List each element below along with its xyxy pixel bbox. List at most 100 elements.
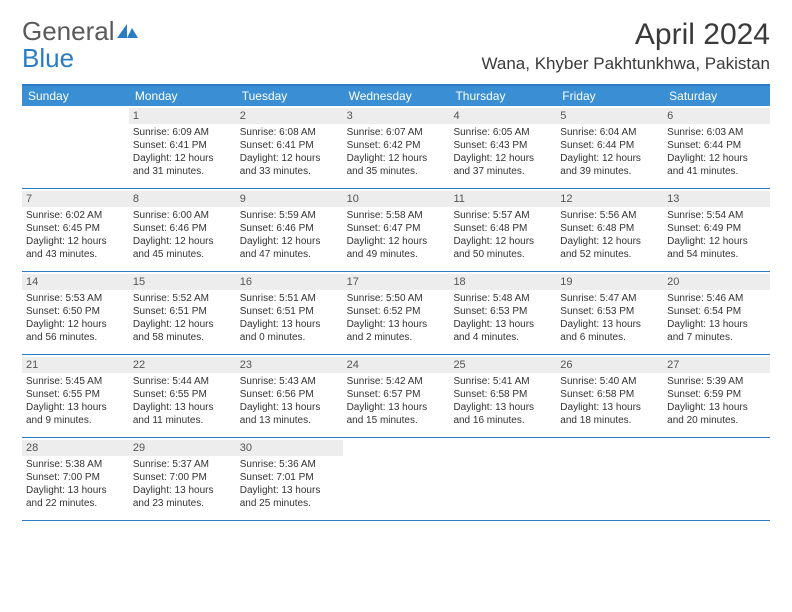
location-text: Wana, Khyber Pakhtunkhwa, Pakistan <box>481 54 770 74</box>
day-details: Sunrise: 5:46 AM Sunset: 6:54 PM Dayligh… <box>667 292 766 344</box>
logo-triangle-icon <box>117 18 139 36</box>
day-cell: 12Sunrise: 5:56 AM Sunset: 6:48 PM Dayli… <box>556 189 663 271</box>
day-cell: 10 Sunrise: 5:58 AM Sunset: 6:47 PM Dayli… <box>343 189 450 271</box>
day-number: 10 <box>343 191 450 207</box>
day-cell: 30 Sunrise: 5:36 AM Sunset: 7:01 PM Dayli… <box>236 438 343 520</box>
day-cell-empty <box>449 438 556 520</box>
week-row: 21 Sunrise: 5:45 AM Sunset: 6:55 PM Dayli… <box>22 355 770 438</box>
day-number: 25 <box>449 357 556 373</box>
day-details: Sunrise: 5:48 AM Sunset: 6:53 PM Dayligh… <box>453 292 552 344</box>
day-number: 8 <box>129 191 236 207</box>
day-cell: 11Sunrise: 5:57 AM Sunset: 6:48 PM Dayli… <box>449 189 556 271</box>
day-details: Sunrise: 6:02 AM Sunset: 6:45 PM Dayligh… <box>26 209 125 261</box>
day-number: 6 <box>663 108 770 124</box>
weekday-header: Wednesday <box>343 86 450 106</box>
day-details: Sunrise: 5:47 AM Sunset: 6:53 PM Dayligh… <box>560 292 659 344</box>
day-details: Sunrise: 6:07 AM Sunset: 6:42 PM Dayligh… <box>347 126 446 178</box>
weekday-header: Tuesday <box>236 86 343 106</box>
day-cell: 9 Sunrise: 5:59 AM Sunset: 6:46 PM Daylig… <box>236 189 343 271</box>
day-number: 16 <box>236 274 343 290</box>
header: GeneralBlue April 2024 Wana, Khyber Pakh… <box>22 18 770 74</box>
logo: GeneralBlue <box>22 18 139 73</box>
day-number: 3 <box>343 108 450 124</box>
logo-text-2: Blue <box>22 43 74 73</box>
day-number: 28 <box>22 440 129 456</box>
weekday-header: Sunday <box>22 86 129 106</box>
day-number: 30 <box>236 440 343 456</box>
day-details: Sunrise: 5:37 AM Sunset: 7:00 PM Dayligh… <box>133 458 232 510</box>
header-right: April 2024 Wana, Khyber Pakhtunkhwa, Pak… <box>481 18 770 74</box>
day-cell: 18 Sunrise: 5:48 AM Sunset: 6:53 PM Dayli… <box>449 272 556 354</box>
day-number: 26 <box>556 357 663 373</box>
day-cell: 16 Sunrise: 5:51 AM Sunset: 6:51 PM Dayli… <box>236 272 343 354</box>
day-number: 14 <box>22 274 129 290</box>
day-details: Sunrise: 6:08 AM Sunset: 6:41 PM Dayligh… <box>240 126 339 178</box>
week-row: 28 Sunrise: 5:38 AM Sunset: 7:00 PM Dayli… <box>22 438 770 521</box>
day-number: 11 <box>449 191 556 207</box>
day-details: Sunrise: 5:39 AM Sunset: 6:59 PM Dayligh… <box>667 375 766 427</box>
day-details: Sunrise: 5:38 AM Sunset: 7:00 PM Dayligh… <box>26 458 125 510</box>
day-details: Sunrise: 5:36 AM Sunset: 7:01 PM Dayligh… <box>240 458 339 510</box>
day-details: Sunrise: 5:45 AM Sunset: 6:55 PM Dayligh… <box>26 375 125 427</box>
calendar-grid: SundayMondayTuesdayWednesdayThursdayFrid… <box>22 84 770 521</box>
day-cell: 4Sunrise: 6:05 AM Sunset: 6:43 PM Daylig… <box>449 106 556 188</box>
day-number: 20 <box>663 274 770 290</box>
day-cell: 3 Sunrise: 6:07 AM Sunset: 6:42 PM Daylig… <box>343 106 450 188</box>
day-details: Sunrise: 5:52 AM Sunset: 6:51 PM Dayligh… <box>133 292 232 344</box>
day-cell: 26 Sunrise: 5:40 AM Sunset: 6:58 PM Dayli… <box>556 355 663 437</box>
page-title: April 2024 <box>481 18 770 52</box>
day-cell: 28 Sunrise: 5:38 AM Sunset: 7:00 PM Dayli… <box>22 438 129 520</box>
day-cell: 6 Sunrise: 6:03 AM Sunset: 6:44 PM Daylig… <box>663 106 770 188</box>
logo-text-1: General <box>22 16 115 46</box>
day-number: 5 <box>556 108 663 124</box>
day-cell: 1Sunrise: 6:09 AM Sunset: 6:41 PM Daylig… <box>129 106 236 188</box>
day-cell: 27Sunrise: 5:39 AM Sunset: 6:59 PM Dayli… <box>663 355 770 437</box>
day-cell: 24Sunrise: 5:42 AM Sunset: 6:57 PM Dayli… <box>343 355 450 437</box>
day-number: 22 <box>129 357 236 373</box>
week-row: 1Sunrise: 6:09 AM Sunset: 6:41 PM Daylig… <box>22 106 770 189</box>
day-cell-empty <box>556 438 663 520</box>
day-number: 9 <box>236 191 343 207</box>
day-number: 23 <box>236 357 343 373</box>
day-details: Sunrise: 5:40 AM Sunset: 6:58 PM Dayligh… <box>560 375 659 427</box>
day-details: Sunrise: 6:03 AM Sunset: 6:44 PM Dayligh… <box>667 126 766 178</box>
day-details: Sunrise: 6:09 AM Sunset: 6:41 PM Dayligh… <box>133 126 232 178</box>
day-number: 12 <box>556 191 663 207</box>
day-number: 2 <box>236 108 343 124</box>
day-number: 29 <box>129 440 236 456</box>
day-cell: 29 Sunrise: 5:37 AM Sunset: 7:00 PM Dayli… <box>129 438 236 520</box>
day-details: Sunrise: 5:44 AM Sunset: 6:55 PM Dayligh… <box>133 375 232 427</box>
day-details: Sunrise: 5:59 AM Sunset: 6:46 PM Dayligh… <box>240 209 339 261</box>
day-details: Sunrise: 6:00 AM Sunset: 6:46 PM Dayligh… <box>133 209 232 261</box>
day-details: Sunrise: 5:50 AM Sunset: 6:52 PM Dayligh… <box>347 292 446 344</box>
day-cell: 25 Sunrise: 5:41 AM Sunset: 6:58 PM Dayli… <box>449 355 556 437</box>
day-cell: 2 Sunrise: 6:08 AM Sunset: 6:41 PM Daylig… <box>236 106 343 188</box>
calendar-page: GeneralBlue April 2024 Wana, Khyber Pakh… <box>0 0 792 539</box>
weekday-header: Thursday <box>449 86 556 106</box>
day-cell: 19Sunrise: 5:47 AM Sunset: 6:53 PM Dayli… <box>556 272 663 354</box>
day-number: 4 <box>449 108 556 124</box>
week-row: 7Sunrise: 6:02 AM Sunset: 6:45 PM Daylig… <box>22 189 770 272</box>
day-details: Sunrise: 5:51 AM Sunset: 6:51 PM Dayligh… <box>240 292 339 344</box>
day-number: 13 <box>663 191 770 207</box>
day-number: 15 <box>129 274 236 290</box>
day-number: 24 <box>343 357 450 373</box>
day-number: 21 <box>22 357 129 373</box>
day-details: Sunrise: 6:04 AM Sunset: 6:44 PM Dayligh… <box>560 126 659 178</box>
day-cell: 5 Sunrise: 6:04 AM Sunset: 6:44 PM Daylig… <box>556 106 663 188</box>
day-number: 18 <box>449 274 556 290</box>
day-number: 17 <box>343 274 450 290</box>
week-row: 14 Sunrise: 5:53 AM Sunset: 6:50 PM Dayli… <box>22 272 770 355</box>
day-cell: 13Sunrise: 5:54 AM Sunset: 6:49 PM Dayli… <box>663 189 770 271</box>
day-cell: 8 Sunrise: 6:00 AM Sunset: 6:46 PM Daylig… <box>129 189 236 271</box>
day-details: Sunrise: 5:58 AM Sunset: 6:47 PM Dayligh… <box>347 209 446 261</box>
day-cell: 15 Sunrise: 5:52 AM Sunset: 6:51 PM Dayli… <box>129 272 236 354</box>
day-cell: 17 Sunrise: 5:50 AM Sunset: 6:52 PM Dayli… <box>343 272 450 354</box>
day-details: Sunrise: 5:41 AM Sunset: 6:58 PM Dayligh… <box>453 375 552 427</box>
day-details: Sunrise: 5:43 AM Sunset: 6:56 PM Dayligh… <box>240 375 339 427</box>
day-cell: 7Sunrise: 6:02 AM Sunset: 6:45 PM Daylig… <box>22 189 129 271</box>
weekday-header: Friday <box>556 86 663 106</box>
weekday-header: Monday <box>129 86 236 106</box>
day-details: Sunrise: 5:53 AM Sunset: 6:50 PM Dayligh… <box>26 292 125 344</box>
day-cell-empty <box>22 106 129 188</box>
